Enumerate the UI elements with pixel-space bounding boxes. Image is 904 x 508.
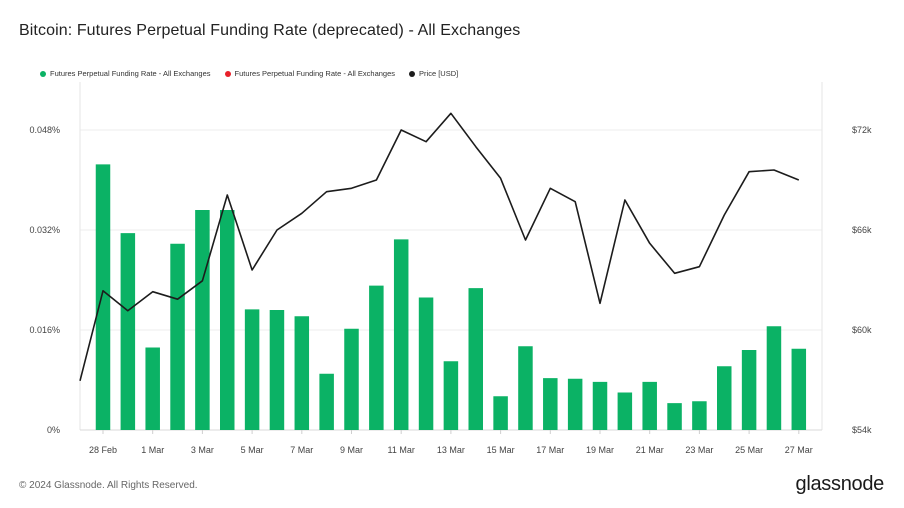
legend-item-funding-rate-red[interactable]: Futures Perpetual Funding Rate - All Exc… [224,69,396,78]
funding-rate-bar[interactable] [443,361,459,430]
x-tick-label: 17 Mar [536,445,564,455]
funding-rate-bar[interactable] [220,210,235,430]
legend-item-price[interactable]: Price [USD] [409,69,458,78]
funding-rate-bar[interactable] [95,164,111,430]
funding-rate-bar[interactable] [692,401,707,430]
y-left-tick-label: 0.048% [29,125,60,135]
legend-label: Futures Perpetual Funding Rate - All Exc… [234,69,396,78]
funding-rate-bar[interactable] [642,381,657,430]
y-right-tick-label: $60k [852,325,872,335]
x-tick-label: 3 Mar [191,445,214,455]
funding-rate-bars [95,164,807,431]
legend-red-dot-icon [224,70,231,77]
funding-rate-bar[interactable] [393,239,409,430]
chart-legend: Futures Perpetual Funding Rate - All Exc… [40,69,458,78]
y-right-tick-label: $54k [852,425,872,435]
glassnode-logo[interactable]: glassnode [795,473,885,495]
funding-rate-bar[interactable] [493,396,508,430]
x-tick-label: 1 Mar [141,445,164,455]
price-line-layer [79,112,800,381]
x-tick-label: 23 Mar [685,445,713,455]
copyright-text: © 2024 Glassnode. All Rights Reserved. [19,480,198,491]
funding-rate-bar[interactable] [244,309,260,430]
y-right-tick-label: $66k [852,225,872,235]
x-tick-label: 5 Mar [241,445,264,455]
axis-labels: 0% 0.016% 0.032% 0.048% $54k $60k $66k $72k 28 F… [29,125,872,455]
funding-rate-bar[interactable] [369,285,384,430]
funding-rate-bar[interactable] [791,348,807,430]
funding-rate-bar[interactable] [319,373,334,430]
x-tick-label: 9 Mar [340,445,363,455]
funding-rate-bar[interactable] [120,233,136,430]
x-tick-label: 27 Mar [785,445,813,455]
x-tick-label: 21 Mar [636,445,664,455]
funding-rate-bar[interactable] [294,316,310,430]
funding-rate-bar[interactable] [617,392,633,431]
y-right-tick-label: $72k [852,125,872,135]
funding-rate-bar[interactable] [766,326,782,430]
x-tick-label: 15 Mar [487,445,515,455]
x-tick-label: 28 Feb [89,445,117,455]
legend-label: Price [USD] [419,69,459,78]
funding-rate-bar[interactable] [269,310,285,430]
y-left-tick-label: 0% [47,425,60,435]
legend-black-dot-icon [409,70,416,77]
funding-rate-bar[interactable] [543,378,558,430]
funding-rate-bar[interactable] [717,366,732,430]
price-line[interactable] [79,112,800,381]
chart-title: Bitcoin: Futures Perpetual Funding Rate … [19,22,521,39]
funding-rate-bar[interactable] [518,346,533,430]
legend-item-funding-rate-green[interactable]: Futures Perpetual Funding Rate - All Exc… [40,69,211,78]
y-left-tick-label: 0.032% [29,225,60,235]
legend-green-dot-icon [40,70,46,77]
funding-rate-bar[interactable] [195,210,210,430]
funding-rate-bar[interactable] [667,403,682,430]
funding-rate-bar[interactable] [170,243,185,430]
legend-label: Futures Perpetual Funding Rate - All Exc… [50,69,211,78]
x-tick-label: 11 Mar [388,445,415,455]
funding-rate-bar[interactable] [344,328,359,430]
y-left-tick-label: 0.016% [29,325,60,335]
funding-rate-bar[interactable] [418,297,434,431]
funding-rate-bar[interactable] [567,378,583,430]
x-tick-label: 7 Mar [290,445,313,455]
funding-rate-bar[interactable] [592,381,608,430]
x-tick-label: 25 Mar [735,445,763,455]
x-tick-label: 19 Mar [586,445,614,455]
funding-rate-bar[interactable] [145,347,160,431]
funding-rate-bar[interactable] [741,350,757,430]
x-tick-label: 13 Mar [437,445,465,455]
funding-rate-bar[interactable] [468,288,484,430]
